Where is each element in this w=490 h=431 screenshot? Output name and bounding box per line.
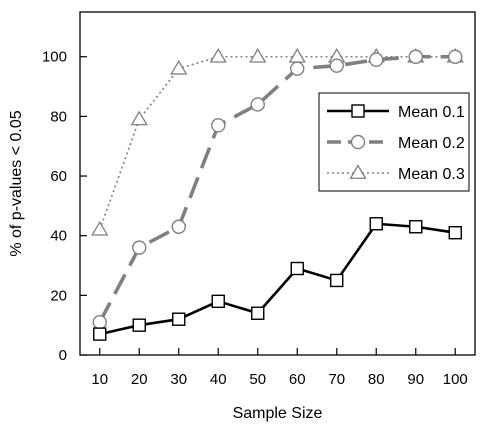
- x-tick-label: 90: [407, 371, 424, 388]
- series-layer: [91, 47, 464, 341]
- y-axis-label: % of p-values < 0.05: [8, 110, 25, 256]
- data-point: [290, 61, 305, 76]
- data-point: [369, 52, 384, 67]
- x-axis-label: Sample Size: [233, 405, 323, 422]
- y-tick-label: 0: [59, 347, 67, 364]
- legend: Mean 0.1 Mean 0.2 Mean 0.3: [318, 92, 470, 192]
- data-point: [172, 312, 186, 326]
- x-tick-label: 10: [91, 371, 108, 388]
- data-point: [330, 273, 344, 288]
- y-tick-label: 20: [50, 287, 67, 304]
- y-axis-ticks: 0 20 40 60 80 100: [42, 49, 87, 364]
- series-line: [99, 222, 456, 336]
- x-axis-ticks: 10 20 30 40 50 60 70 80 90 100: [91, 348, 468, 388]
- data-point: [448, 226, 462, 240]
- x-tick-label: 30: [170, 371, 187, 388]
- x-tick-label: 20: [131, 371, 148, 388]
- data-point: [329, 58, 344, 73]
- data-point: [249, 47, 267, 63]
- legend-label: Mean 0.3: [398, 166, 465, 183]
- series-line: [98, 54, 456, 324]
- series-square: [93, 217, 462, 341]
- data-point: [250, 97, 265, 112]
- y-tick-label: 60: [50, 168, 67, 185]
- x-tick-label: 40: [210, 371, 227, 388]
- data-point: [251, 306, 265, 320]
- data-point: [211, 118, 226, 133]
- x-tick-label: 80: [368, 371, 385, 388]
- data-point: [93, 327, 107, 341]
- legend-box: [318, 92, 470, 192]
- data-point: [408, 49, 423, 64]
- data-point: [209, 47, 227, 63]
- y-tick-label: 80: [50, 108, 67, 125]
- legend-marker: [351, 104, 365, 118]
- legend-marker: [349, 164, 367, 179]
- data-point: [369, 217, 383, 231]
- data-point: [171, 219, 186, 234]
- data-point: [409, 220, 423, 234]
- data-point: [288, 47, 306, 63]
- legend-label: Mean 0.2: [398, 135, 465, 152]
- data-point: [290, 261, 304, 276]
- legend-label: Mean 0.1: [398, 104, 465, 121]
- x-tick-label: 100: [443, 371, 468, 388]
- x-tick-label: 70: [328, 371, 345, 388]
- y-tick-label: 100: [42, 49, 67, 66]
- data-point: [448, 49, 463, 64]
- y-tick-label: 40: [50, 228, 67, 245]
- x-tick-label: 50: [249, 371, 266, 388]
- data-point: [92, 314, 107, 330]
- legend-marker: [350, 134, 366, 150]
- data-point: [170, 59, 188, 75]
- plot-frame: [79, 11, 476, 356]
- data-point: [211, 294, 225, 309]
- data-point: [130, 110, 148, 126]
- x-tick-label: 60: [289, 371, 306, 388]
- data-point: [132, 318, 146, 332]
- data-point: [91, 220, 109, 236]
- data-point: [132, 240, 147, 255]
